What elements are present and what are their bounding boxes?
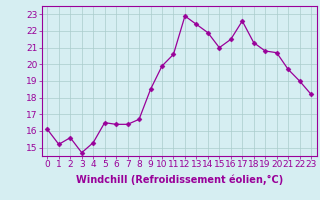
X-axis label: Windchill (Refroidissement éolien,°C): Windchill (Refroidissement éolien,°C) xyxy=(76,175,283,185)
